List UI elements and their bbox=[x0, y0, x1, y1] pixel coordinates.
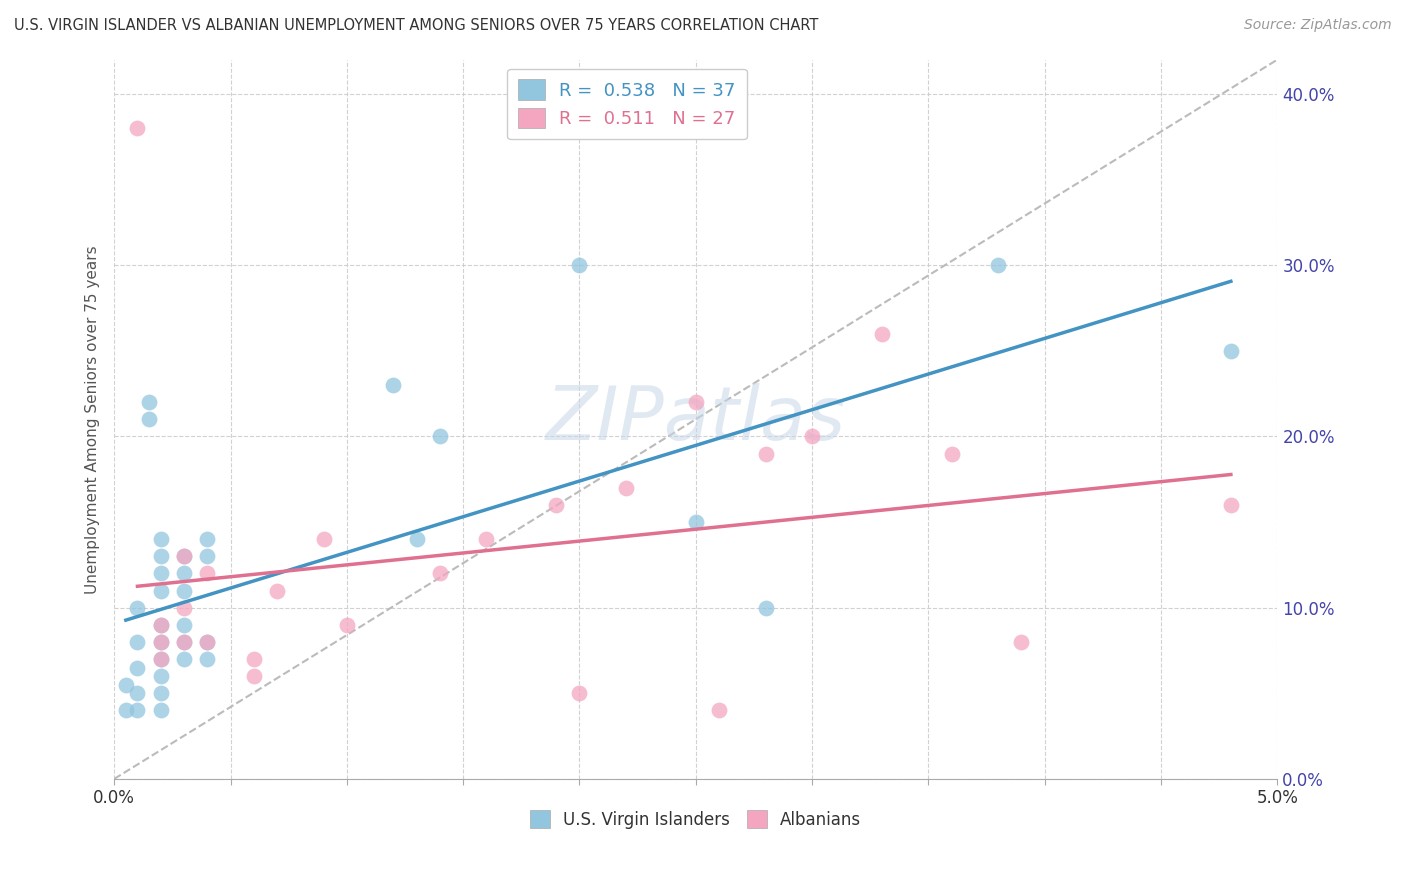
Point bbox=[114, 678, 136, 692]
Point bbox=[546, 498, 568, 512]
Point bbox=[312, 532, 335, 546]
Point bbox=[127, 686, 149, 700]
Point bbox=[149, 652, 172, 666]
Point bbox=[149, 635, 172, 649]
Point bbox=[475, 532, 498, 546]
Point bbox=[568, 258, 591, 272]
Point bbox=[149, 686, 172, 700]
Point bbox=[149, 532, 172, 546]
Point bbox=[173, 635, 195, 649]
Point bbox=[149, 669, 172, 683]
Point bbox=[429, 429, 451, 443]
Point bbox=[195, 532, 218, 546]
Point bbox=[755, 446, 778, 460]
Point bbox=[127, 600, 149, 615]
Point bbox=[242, 669, 264, 683]
Point bbox=[114, 703, 136, 717]
Point bbox=[266, 583, 288, 598]
Y-axis label: Unemployment Among Seniors over 75 years: Unemployment Among Seniors over 75 years bbox=[86, 245, 100, 593]
Point bbox=[173, 600, 195, 615]
Point bbox=[1011, 635, 1033, 649]
Point bbox=[127, 703, 149, 717]
Point bbox=[195, 566, 218, 581]
Point bbox=[173, 549, 195, 564]
Point bbox=[173, 635, 195, 649]
Point bbox=[870, 326, 893, 341]
Point bbox=[195, 549, 218, 564]
Text: U.S. VIRGIN ISLANDER VS ALBANIAN UNEMPLOYMENT AMONG SENIORS OVER 75 YEARS CORREL: U.S. VIRGIN ISLANDER VS ALBANIAN UNEMPLO… bbox=[14, 18, 818, 33]
Point bbox=[149, 583, 172, 598]
Point bbox=[149, 617, 172, 632]
Point bbox=[941, 446, 963, 460]
Point bbox=[149, 549, 172, 564]
Point bbox=[195, 635, 218, 649]
Text: ZIPatlas: ZIPatlas bbox=[546, 384, 846, 455]
Point bbox=[801, 429, 824, 443]
Point bbox=[685, 515, 707, 529]
Point bbox=[173, 566, 195, 581]
Point bbox=[138, 395, 160, 409]
Point bbox=[173, 617, 195, 632]
Point bbox=[707, 703, 730, 717]
Point bbox=[127, 635, 149, 649]
Point bbox=[149, 652, 172, 666]
Point bbox=[429, 566, 451, 581]
Point bbox=[405, 532, 427, 546]
Point bbox=[173, 583, 195, 598]
Point bbox=[149, 566, 172, 581]
Point bbox=[685, 395, 707, 409]
Point bbox=[755, 600, 778, 615]
Point bbox=[987, 258, 1010, 272]
Point bbox=[149, 617, 172, 632]
Legend: U.S. Virgin Islanders, Albanians: U.S. Virgin Islanders, Albanians bbox=[523, 804, 868, 835]
Text: Source: ZipAtlas.com: Source: ZipAtlas.com bbox=[1244, 18, 1392, 32]
Point bbox=[382, 378, 405, 392]
Point bbox=[173, 652, 195, 666]
Point bbox=[336, 617, 359, 632]
Point bbox=[195, 652, 218, 666]
Point bbox=[149, 635, 172, 649]
Point bbox=[614, 481, 637, 495]
Point bbox=[242, 652, 264, 666]
Point bbox=[138, 412, 160, 426]
Point bbox=[149, 703, 172, 717]
Point bbox=[568, 686, 591, 700]
Point bbox=[127, 121, 149, 136]
Point bbox=[127, 660, 149, 674]
Point bbox=[173, 549, 195, 564]
Point bbox=[1219, 498, 1241, 512]
Point bbox=[195, 635, 218, 649]
Point bbox=[1219, 343, 1241, 358]
